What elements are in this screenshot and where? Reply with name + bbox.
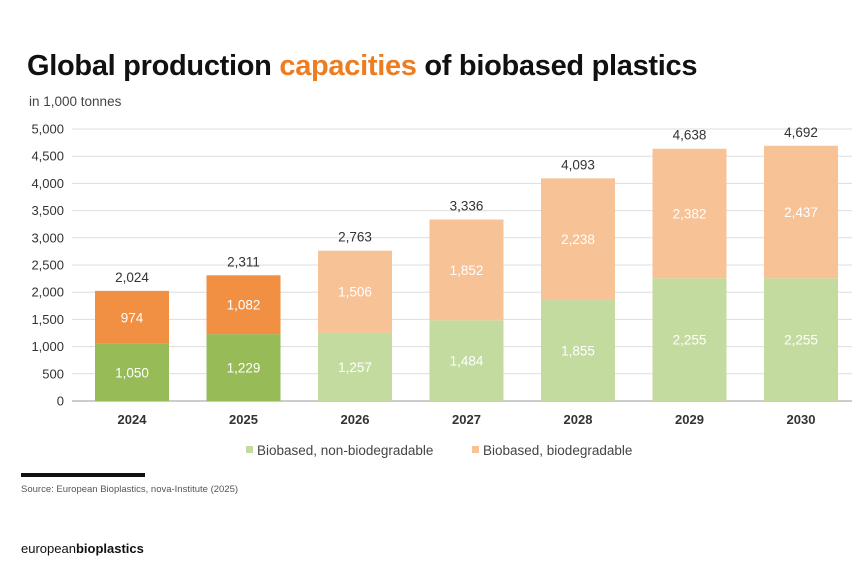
total-label: 4,692 [784, 125, 818, 140]
y-tick-label: 2,500 [31, 258, 64, 273]
bar-segment [652, 278, 727, 401]
data-label: 1,229 [227, 361, 261, 376]
legend-swatch [246, 446, 253, 453]
y-tick-label: 0 [57, 394, 64, 409]
bar-segment [429, 320, 504, 401]
data-label: 1,852 [450, 263, 484, 278]
data-label: 1,506 [338, 285, 372, 300]
y-tick-label: 1,000 [31, 339, 64, 354]
bar-segment [764, 278, 838, 401]
bar-segment [318, 250, 392, 333]
y-tick-label: 4,000 [31, 176, 64, 191]
x-tick-label: 2027 [452, 412, 481, 427]
european-bioplastics-logo: europeanbioplastics [21, 541, 144, 556]
logo-text-light: european [21, 541, 76, 556]
data-label: 2,238 [561, 232, 595, 247]
bar-segment [541, 178, 615, 301]
x-tick-label: 2026 [341, 412, 370, 427]
bar-segment [652, 148, 727, 279]
total-label: 2,311 [227, 254, 260, 269]
data-label: 1,484 [450, 354, 484, 369]
data-label: 1,855 [561, 344, 595, 359]
legend-swatch [472, 446, 479, 453]
title-text-end: of biobased plastics [416, 50, 698, 82]
logo-text-bold: bioplastics [75, 541, 144, 556]
divider [21, 473, 145, 477]
data-label: 1,050 [115, 365, 149, 380]
data-label: 1,082 [227, 298, 261, 313]
y-tick-label: 3,000 [31, 230, 64, 245]
total-label: 2,024 [115, 270, 149, 285]
total-label: 4,093 [561, 157, 595, 172]
bar-segment [429, 219, 504, 321]
y-tick-label: 500 [42, 366, 64, 381]
bar-segment [764, 145, 838, 279]
y-tick-label: 3,500 [31, 203, 64, 218]
y-tick-label: 2,000 [31, 285, 64, 300]
total-label: 4,638 [673, 128, 707, 143]
bar-segment [206, 275, 281, 335]
legend-label: Biobased, biodegradable [483, 443, 632, 458]
x-tick-label: 2028 [564, 412, 593, 427]
bar-segment [206, 334, 281, 401]
data-label: 2,255 [784, 333, 818, 348]
bar-segment [95, 343, 169, 401]
bar-segment [95, 290, 169, 344]
y-tick-label: 4,500 [31, 149, 64, 164]
bar-segment [318, 332, 392, 401]
data-label: 974 [121, 310, 144, 325]
x-tick-label: 2025 [229, 412, 258, 427]
total-label: 3,336 [450, 199, 484, 214]
x-tick-label: 2030 [787, 412, 816, 427]
legend-label: Biobased, non-biodegradable [257, 443, 433, 458]
data-label: 2,437 [784, 205, 818, 220]
y-tick-label: 5,000 [31, 122, 64, 137]
data-label: 2,255 [673, 333, 707, 348]
bar-segment [541, 300, 615, 401]
chart-title: Global production capacities of biobased… [27, 50, 697, 83]
data-label: 2,382 [673, 207, 707, 222]
title-highlight: capacities [279, 50, 417, 82]
x-tick-label: 2029 [675, 412, 704, 427]
data-label: 1,257 [338, 360, 372, 375]
total-label: 2,763 [338, 230, 372, 245]
title-text: Global production [27, 50, 280, 82]
source-note: Source: European Bioplastics, nova-Insti… [21, 484, 239, 495]
x-tick-label: 2024 [118, 412, 148, 427]
y-tick-label: 1,500 [31, 312, 64, 327]
y-axis-label: in 1,000 tonnes [29, 94, 122, 109]
